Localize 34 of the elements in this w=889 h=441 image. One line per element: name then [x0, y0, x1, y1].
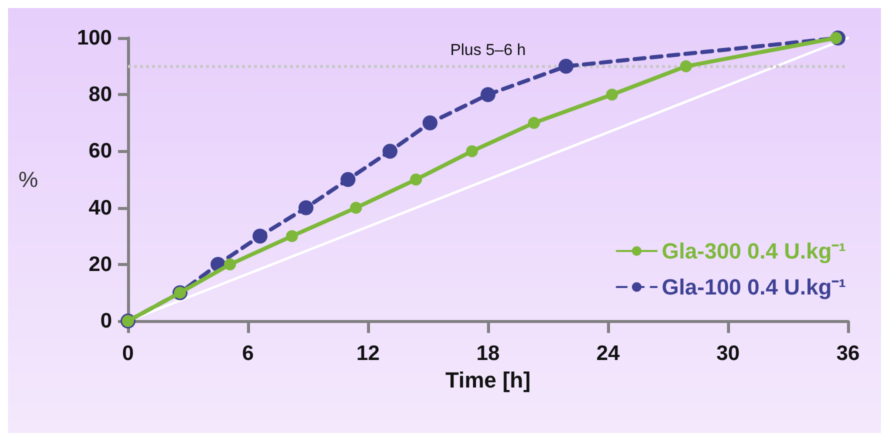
point — [558, 58, 574, 74]
point — [340, 172, 356, 187]
point — [252, 228, 268, 244]
x-tick-label: 24 — [596, 342, 620, 365]
y-tick-label: 60 — [88, 140, 112, 163]
point — [286, 230, 298, 242]
y-tick-label: 80 — [88, 83, 112, 106]
point — [680, 60, 692, 72]
y-tick-label: 20 — [88, 252, 112, 276]
point — [466, 145, 478, 158]
x-tick-label: 0 — [122, 342, 134, 365]
x-tick-label: 30 — [716, 342, 740, 365]
y-tick-label: 100 — [76, 26, 112, 50]
x-axis-title: Time [h] — [445, 368, 531, 392]
point — [298, 200, 314, 216]
ref-line-label: Plus 5–6 h — [450, 42, 526, 59]
point — [480, 87, 496, 102]
x-tick-label: 18 — [476, 342, 500, 365]
y-tick-label: 0 — [100, 310, 112, 332]
x-tick-label: 6 — [242, 342, 254, 365]
y-axis-title: % — [18, 167, 38, 192]
point — [382, 144, 398, 159]
point — [606, 88, 618, 101]
point — [224, 258, 236, 270]
legend-label: Gla-100 0.4 U.kg⁻¹ — [662, 274, 846, 300]
point — [410, 174, 422, 186]
legend-label: Gla-300 0.4 U.kg⁻¹ — [662, 238, 846, 264]
point — [350, 202, 362, 214]
x-tick-label: 36 — [836, 342, 860, 365]
point — [528, 116, 540, 129]
point — [422, 115, 438, 130]
x-tick-label: 12 — [356, 342, 380, 365]
point — [830, 32, 842, 44]
y-tick-label: 40 — [88, 196, 112, 220]
